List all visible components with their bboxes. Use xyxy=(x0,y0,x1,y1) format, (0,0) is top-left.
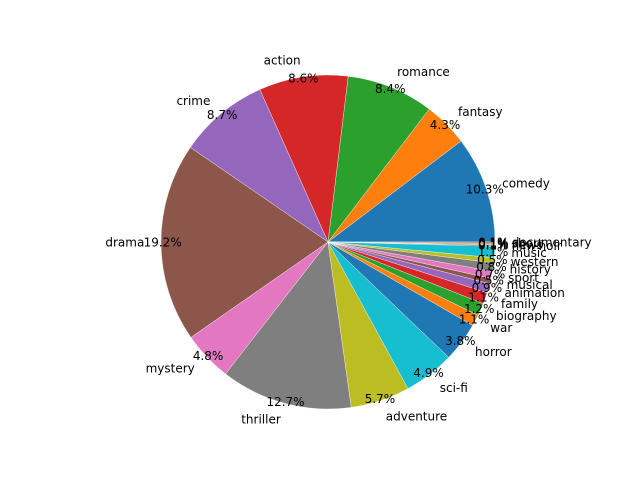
slice-percent-mystery: 4.8% xyxy=(193,349,224,363)
pie-slice-romance xyxy=(327,76,430,243)
slice-label-short: short xyxy=(512,237,543,251)
slice-percent-history: 0.8% xyxy=(476,260,507,274)
slice-label-sci-fi: sci-fi xyxy=(440,381,468,395)
slice-label-crime: crime xyxy=(176,94,210,108)
slice-percent-fantasy: 4.3% xyxy=(430,118,461,132)
slice-label-biography: biography xyxy=(496,309,557,323)
slice-percent-family: 1.1% xyxy=(468,291,499,305)
slice-percent-crime: 8.7% xyxy=(207,108,238,122)
slice-label-news: news xyxy=(512,238,543,252)
slice-label-fantasy: fantasy xyxy=(458,105,503,119)
slice-label-music: music xyxy=(511,246,546,260)
slice-percent-horror: 3.8% xyxy=(445,334,476,348)
slice-label-film-noir: film-noir xyxy=(512,239,562,253)
pie-slice-thriller xyxy=(225,241,352,410)
slice-label-comedy: comedy xyxy=(502,176,550,190)
slice-label-adventure: adventure xyxy=(386,409,447,423)
slice-label-drama: drama xyxy=(105,236,144,250)
slice-percent-news: 0.1% xyxy=(478,238,509,252)
slice-label-war: war xyxy=(490,321,512,335)
slice-label-musical: musical xyxy=(507,278,553,292)
slice-label-thriller: thriller xyxy=(241,413,281,427)
slice-percent-drama: 19.2% xyxy=(144,236,182,250)
slice-percent-documentary: 0.1% xyxy=(478,236,509,250)
slice-label-action: action xyxy=(264,53,301,67)
pie-wedges xyxy=(160,74,496,410)
pie-slice-drama xyxy=(160,147,329,338)
slice-label-documentary: documentary xyxy=(512,236,592,250)
slice-percent-biography: 1.2% xyxy=(464,302,495,316)
slice-percent-animation: 0.9% xyxy=(472,281,503,295)
slice-percent-war: 1.1% xyxy=(459,313,490,327)
slice-percent-action: 8.6% xyxy=(288,72,319,86)
slice-percent-adventure: 5.7% xyxy=(365,392,396,406)
slice-label-history: history xyxy=(510,263,551,277)
slice-percent-short: 0.1% xyxy=(478,237,509,251)
slice-label-western: western xyxy=(511,255,559,269)
slice-percent-romance: 8.4% xyxy=(375,82,406,96)
slice-label-animation: animation xyxy=(505,286,565,300)
slice-percent-music: 1.1% xyxy=(478,245,509,259)
slice-percent-sci-fi: 4.9% xyxy=(413,366,444,380)
pie-slice-comedy xyxy=(327,140,496,243)
pie-slice-documentary xyxy=(327,241,496,244)
slice-percent-thriller: 12.7% xyxy=(266,395,304,409)
slice-percent-comedy: 10.3% xyxy=(466,182,504,196)
pie-slice-crime xyxy=(190,89,329,243)
slice-percent-western: 0.5% xyxy=(477,253,508,267)
slice-label-family: family xyxy=(501,297,538,311)
slice-label-sport: sport xyxy=(508,271,539,285)
slice-percent-musical: 0.5% xyxy=(473,274,504,288)
slice-percent-sport: 0.7% xyxy=(475,268,506,282)
slice-label-mystery: mystery xyxy=(146,361,195,375)
pie-slice-action xyxy=(259,74,349,243)
slice-label-horror: horror xyxy=(475,345,512,359)
slice-percent-film-noir: 0.1% xyxy=(478,239,509,253)
slice-label-romance: romance xyxy=(397,65,450,79)
